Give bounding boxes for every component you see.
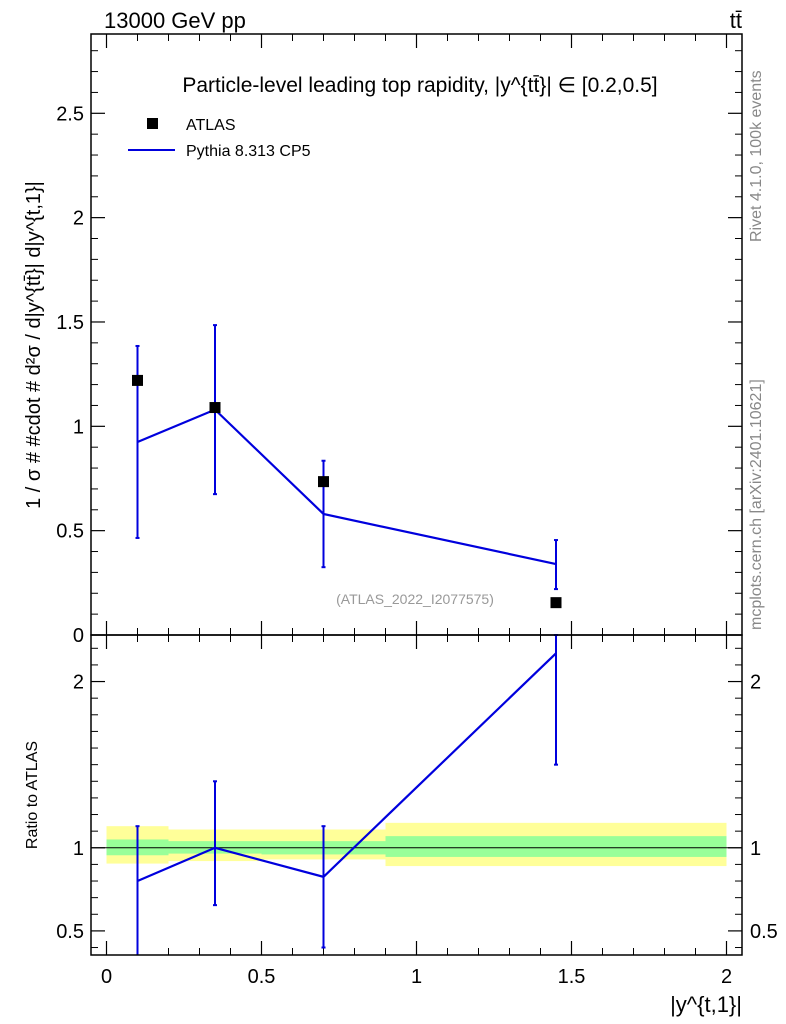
- ratio-y-tick-label-right: 0.5: [750, 921, 778, 943]
- ratio-axes: 0.5 0.5 1 1 2 2 0 0.5 1 1.5 2: [56, 635, 778, 988]
- ratio-pythia-line: [137, 652, 557, 883]
- main-marks: [132, 324, 562, 609]
- x-tick-label: 1.5: [558, 966, 586, 988]
- rivet-label: Rivet 4.1.0, 100k events: [748, 70, 765, 242]
- main-y-tick-label: 0: [73, 625, 84, 647]
- atlas-point: [209, 402, 221, 414]
- atlas-point: [550, 597, 562, 609]
- legend-pythia-label: Pythia 8.313 CP5: [186, 143, 311, 160]
- main-y-tick-label: 2: [73, 208, 84, 230]
- ratio-y-tick-label-right: 1: [750, 838, 761, 860]
- atlas-point: [132, 374, 143, 386]
- process-label: tt̄: [730, 8, 742, 33]
- main-title: Particle-level leading top rapidity, |y^…: [182, 74, 657, 97]
- ratio-inner-band: [385, 836, 727, 857]
- ratio-y-tick-label: 0.5: [56, 921, 84, 943]
- x-tick-label: 1: [411, 966, 422, 988]
- x-tick-label: 0.5: [248, 966, 276, 988]
- ratio-panel: 0.5 0.5 1 1 2 2 0 0.5 1 1.5 2 Ratio to ATLAS |y^{t…: [24, 634, 778, 1017]
- main-y-axis-label: 1 / σ # #cdot # d²σ / d|y^{tt̄}| d|y^{t,…: [23, 181, 45, 509]
- x-axis-label: |y^{t,1}|: [670, 992, 742, 1017]
- main-y-tick-label: 0.5: [56, 521, 84, 543]
- mcplots-label: mcplots.cern.ch [arXiv:2401.10621]: [748, 379, 765, 630]
- legend-atlas-marker: [147, 118, 158, 129]
- main-panel: Particle-level leading top rapidity, |y^…: [23, 33, 743, 647]
- ratio-frame: [90, 634, 743, 956]
- ratio-y-tick-label-right: 2: [750, 672, 761, 694]
- legend: ATLAS Pythia 8.313 CP5: [128, 117, 311, 160]
- ratio-marks: [135, 634, 558, 955]
- energy-label: 13000 GeV pp: [104, 8, 246, 33]
- main-y-tick-label: 1.5: [56, 312, 84, 334]
- watermark: (ATLAS_2022_I2077575): [336, 591, 494, 607]
- ratio-y-tick-label: 1: [73, 838, 84, 860]
- pythia-line: [137, 408, 557, 566]
- main-axes: 0 0.5 1 1.5 2 2.5: [56, 34, 742, 647]
- legend-atlas-label: ATLAS: [186, 117, 236, 134]
- x-tick-label: 2: [721, 966, 732, 988]
- ratio-y-tick-label: 2: [73, 672, 84, 694]
- atlas-point: [318, 476, 329, 488]
- main-y-tick-label: 1: [73, 416, 84, 438]
- main-y-tick-label: 2.5: [56, 103, 84, 125]
- x-tick-label: 0: [101, 966, 112, 988]
- ratio-y-axis-label: Ratio to ATLAS: [24, 741, 41, 849]
- ratio-bands: [106, 822, 727, 867]
